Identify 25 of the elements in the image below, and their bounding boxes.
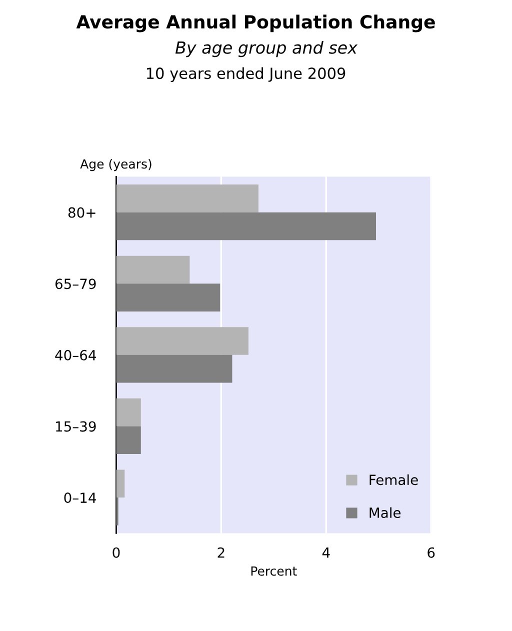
y-axis-title: Age (years) [80, 158, 152, 172]
bar [116, 398, 141, 426]
text: 10 years ended June 2009 [146, 67, 346, 82]
x-tick-label: 2 [218, 547, 224, 558]
legend-label: Male [370, 507, 401, 518]
chart-title: Average Annual Population Change [76, 14, 435, 32]
bar [116, 184, 258, 212]
y-tick-label: 40–64 [55, 350, 96, 360]
x-axis-title: Percent [251, 566, 297, 576]
y-tick-label: 65–79 [55, 278, 96, 290]
bar [116, 470, 125, 498]
chart-subtitle: By age group and sex [175, 40, 358, 58]
x-tick-label: 6 [428, 547, 435, 558]
bar [116, 327, 248, 355]
x-tick-label: 4 [322, 548, 330, 558]
x-tick-label: 0 [112, 547, 120, 558]
bar [116, 212, 376, 240]
y-tick-label: 0–14 [64, 492, 96, 504]
y-tick-label: 15–39 [56, 421, 96, 432]
bar [116, 426, 141, 454]
bar [116, 284, 220, 312]
bar [116, 354, 232, 383]
y-tick-label: 80+ [68, 207, 96, 218]
bar [116, 256, 190, 284]
legend-label: Female [370, 474, 418, 486]
